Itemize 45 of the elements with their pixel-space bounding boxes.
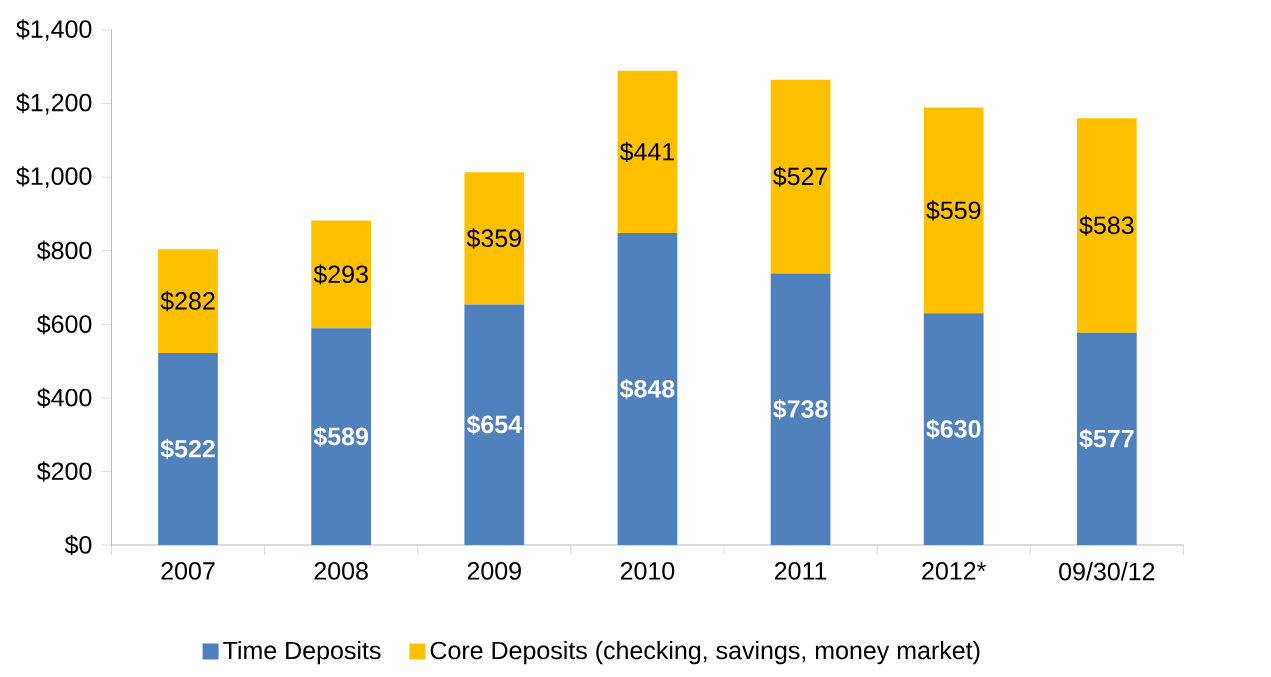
data-label: $848 [619, 378, 675, 400]
y-tick-label: $800 [37, 240, 92, 261]
x-tick-label: 2012* [922, 562, 986, 580]
y-tick-label: $400 [37, 387, 92, 408]
data-label: $577 [1079, 428, 1134, 450]
bar [923, 313, 984, 546]
data-label: $359 [466, 228, 521, 249]
bar [158, 352, 218, 546]
data-label: $441 [619, 141, 674, 163]
y-tick-label: $600 [37, 314, 92, 335]
data-label: $559 [926, 200, 981, 221]
x-tick-label: 2011 [774, 562, 827, 580]
data-label: $738 [773, 399, 828, 420]
bar [464, 304, 525, 546]
bar [770, 273, 831, 546]
data-label: $589 [313, 426, 369, 447]
bar [770, 79, 831, 274]
x-tick-label: 2009 [467, 562, 521, 580]
x-tick-label: 2008 [314, 562, 368, 580]
data-label: $583 [1079, 215, 1134, 236]
data-label: $522 [160, 438, 215, 460]
data-label: $654 [466, 414, 522, 435]
bar [158, 249, 218, 353]
bar [617, 70, 678, 234]
bar [923, 107, 984, 314]
y-tick-label: $1,200 [16, 92, 92, 115]
bar [464, 172, 525, 305]
y-tick-label: $200 [37, 461, 92, 482]
data-label: $293 [313, 264, 368, 285]
data-label: $630 [926, 418, 981, 440]
x-tick-label: 09/30/12 [1059, 562, 1155, 581]
bar [1076, 332, 1137, 546]
x-tick-label: 2007 [161, 562, 215, 580]
bar [311, 328, 371, 546]
legend-label: Core Deposits (checking, savings, money market) [430, 640, 980, 665]
y-tick-label: $1,000 [16, 166, 92, 188]
data-label: $282 [160, 290, 215, 312]
bar [1076, 118, 1137, 333]
y-tick-label: $1,400 [16, 19, 92, 41]
legend-label: Time Deposits [223, 640, 381, 665]
bar [617, 233, 678, 546]
data-label: $527 [773, 166, 828, 187]
y-tick-label: $0 [64, 534, 92, 556]
bar [311, 220, 371, 329]
x-tick-label: 2010 [620, 562, 675, 580]
